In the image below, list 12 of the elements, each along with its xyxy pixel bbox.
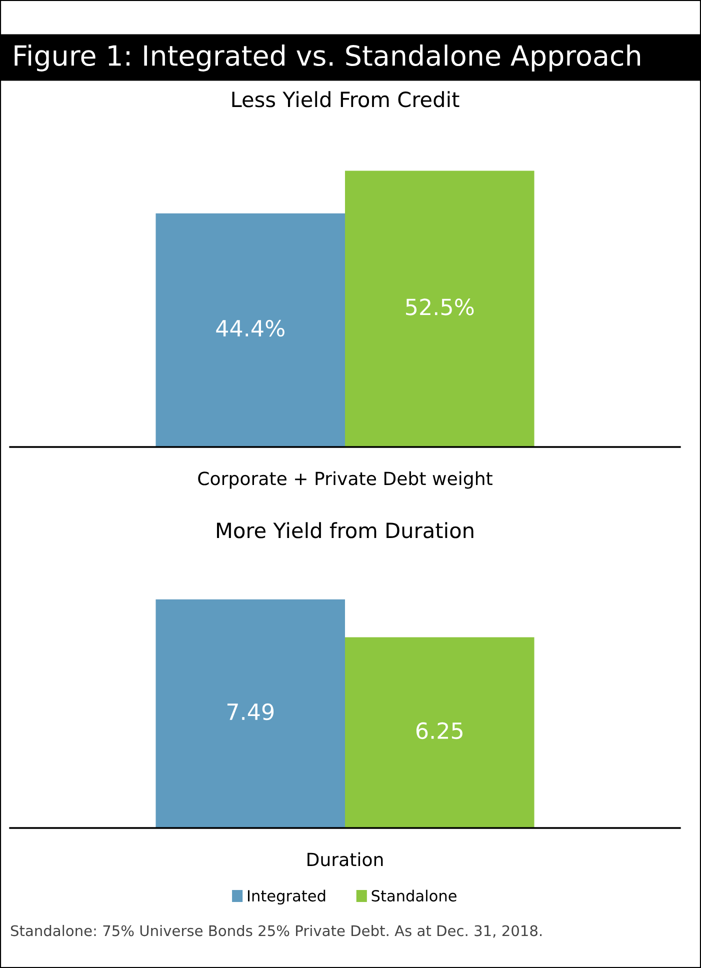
text: Standalone: 75% Universe Bonds 25% Private Debt. As at Dec. 31, 2018. (10, 924, 542, 938)
data-label: 7.49 (227, 703, 274, 720)
x-axis-title: Duration (308, 852, 383, 866)
x-axis-title: Corporate + Private Debt weight (198, 471, 492, 489)
data-label: 44.4% (216, 320, 284, 337)
legend-label: Standalone (372, 890, 456, 902)
chart-title: More Yield from Duration (217, 522, 474, 538)
chart-title: Figure 1: Integrated vs. Standalone Approach (14, 44, 640, 72)
data-label: 6.25 (416, 722, 462, 740)
legend-label: Integrated (248, 890, 326, 905)
data-label: 52.5% (406, 298, 474, 316)
chart-subtitle: Less Yield From Credit (232, 91, 460, 108)
